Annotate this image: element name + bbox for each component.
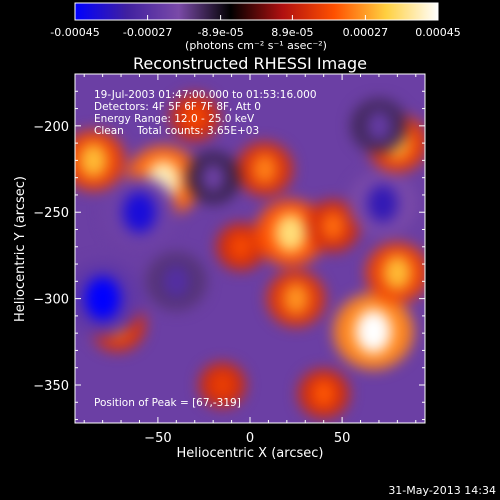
colorbar: -0.00045 -0.00027 -8.9e-05 8.9e-05 0.00027 0.… — [50, 2, 461, 52]
colorbar-tick-label: 0.00027 — [343, 26, 389, 39]
heatmap-source — [229, 233, 252, 261]
heatmap-source — [162, 264, 190, 299]
annotation-clean-counts: Clean Total counts: 3.65E+03 — [94, 125, 259, 137]
heatmap-source — [201, 162, 226, 193]
annotation-detectors: Detectors: 4F 5F 6F 7F 8F, Att 0 — [94, 101, 261, 113]
annotation-peak-position: Position of Peak = [67,-319] — [94, 397, 241, 409]
heatmap-source — [355, 309, 392, 354]
annotation-time-range: 19-Jul-2003 01:47:00.000 to 01:53:16.000 — [94, 89, 317, 101]
heatmap-source — [321, 211, 345, 241]
heatmap-source — [366, 110, 392, 142]
y-tick-label: −250 — [33, 206, 69, 221]
y-axis-label: Heliocentric Y (arcsec) — [13, 176, 28, 322]
colorbar-tick-label: -0.00045 — [50, 26, 99, 39]
heatmap-source — [274, 213, 307, 253]
heatmap-source — [252, 153, 278, 185]
y-tick-label: −350 — [33, 379, 69, 394]
annotations: 19-Jul-2003 01:47:00.000 to 01:53:16.000… — [94, 89, 317, 409]
heatmap-source — [122, 191, 157, 233]
heatmap-source — [212, 372, 233, 398]
colorbar-units: (photons cm⁻² s⁻¹ asec⁻²) — [185, 39, 327, 52]
y-tick-label: −300 — [33, 293, 69, 308]
x-axis: −50 0 50 — [83, 74, 417, 446]
heatmap-source — [312, 379, 336, 408]
heatmap-source — [283, 282, 309, 315]
colorbar-tick-label: 8.9e-05 — [271, 26, 313, 39]
heatmap-source — [79, 143, 108, 178]
colorbar-tick-label: -0.00027 — [123, 26, 172, 39]
x-tick-label: 50 — [334, 431, 351, 446]
colorbar-tick-label: -8.9e-05 — [198, 26, 244, 39]
x-axis-label: Heliocentric X (arcsec) — [177, 446, 324, 461]
footer-date: 31-May-2013 14:34 — [388, 484, 496, 497]
heatmap-source — [84, 276, 121, 321]
heatmap-source — [383, 255, 412, 291]
chart-title: Reconstructed RHESSI Image — [133, 54, 367, 73]
x-tick-label: 0 — [246, 431, 254, 446]
y-tick-label: −200 — [33, 120, 69, 135]
heatmap — [75, 74, 425, 423]
colorbar-ticks: -0.00045 -0.00027 -8.9e-05 8.9e-05 0.00027 0.… — [50, 15, 461, 39]
heatmap-source — [183, 103, 206, 131]
colorbar-tick-label: 0.00045 — [415, 26, 461, 39]
y-axis: −200 −250 −300 −350 — [33, 73, 425, 421]
heatmap-source — [367, 184, 398, 223]
colorbar-strip — [74, 2, 439, 21]
annotation-energy-range: Energy Range: 12.0 - 25.0 keV — [94, 113, 255, 125]
x-tick-label: −50 — [144, 431, 171, 446]
